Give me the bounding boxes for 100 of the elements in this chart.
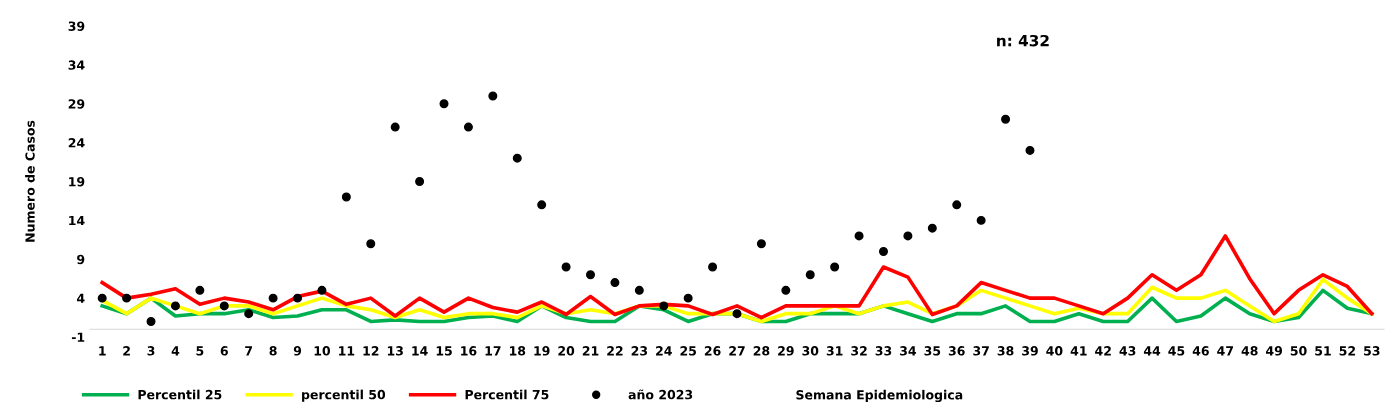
x-tick-label: 20 — [558, 346, 575, 356]
point — [830, 262, 840, 272]
point — [976, 215, 986, 225]
point — [683, 293, 693, 303]
x-tick-label: 50 — [1290, 346, 1307, 356]
point — [927, 223, 937, 233]
y-tick-label: 39 — [68, 21, 85, 31]
x-tick-label: 18 — [509, 346, 526, 356]
x-tick-label: 49 — [1266, 346, 1283, 356]
point — [781, 285, 791, 295]
point — [805, 270, 815, 280]
x-tick-label: 48 — [1241, 346, 1258, 356]
x-tick-label: 36 — [948, 346, 965, 356]
x-tick-label: 29 — [778, 346, 794, 356]
point — [708, 262, 718, 272]
x-axis-title: Semana Epidemiologica — [796, 389, 963, 403]
point — [415, 177, 425, 186]
point — [341, 192, 351, 202]
x-tick-label: 10 — [314, 346, 331, 356]
point — [512, 153, 522, 163]
x-tick-label: 6 — [220, 346, 228, 356]
point — [195, 285, 205, 295]
x-tick-label: 46 — [1192, 346, 1209, 356]
x-tick-label: 19 — [534, 346, 550, 356]
x-tick-label: 30 — [802, 346, 819, 356]
x-tick-label: 32 — [851, 346, 867, 356]
y-axis-title: Numero de Casos — [25, 120, 35, 242]
legend-label: año 2023 — [628, 389, 693, 400]
x-tick-label: 25 — [680, 346, 696, 356]
x-tick-label: 41 — [1070, 346, 1087, 356]
point — [366, 239, 376, 249]
x-tick-label: 15 — [436, 346, 452, 356]
x-tick-label: 22 — [607, 346, 623, 356]
point — [293, 293, 303, 303]
x-tick-label: 28 — [753, 346, 770, 356]
x-tick-label: 1 — [99, 346, 106, 356]
point — [390, 122, 400, 132]
point — [537, 200, 547, 210]
x-tick-label: 16 — [461, 346, 477, 356]
point — [244, 309, 254, 319]
point — [610, 278, 620, 288]
y-tick-label: 19 — [69, 176, 85, 187]
x-tick-label: 38 — [997, 346, 1014, 356]
point — [732, 309, 742, 319]
x-tick-label: 53 — [1364, 346, 1380, 356]
point — [659, 301, 669, 311]
y-tick-label: 4 — [77, 293, 85, 303]
y-tick-label: 14 — [69, 216, 85, 226]
x-tick-label: 8 — [269, 346, 277, 356]
point — [146, 316, 156, 326]
x-tick-label: 42 — [1095, 346, 1111, 356]
x-tick-label: 14 — [412, 346, 428, 356]
annotation: n: 432 — [997, 34, 1049, 47]
legend-label: Percentil 25 — [138, 389, 222, 400]
x-tick-label: 43 — [1119, 346, 1136, 356]
x-tick-label: 5 — [196, 346, 204, 356]
y-tick-label: 9 — [77, 254, 85, 265]
x-tick-label: 4 — [171, 346, 180, 356]
x-tick-label: 27 — [729, 346, 745, 356]
point — [561, 262, 571, 272]
point — [952, 200, 962, 210]
point — [488, 91, 498, 101]
point — [756, 239, 766, 249]
y-tick-label: 29 — [68, 99, 85, 109]
x-tick-label: 21 — [582, 346, 599, 356]
point — [586, 270, 596, 280]
x-tick-label: 51 — [1315, 346, 1331, 356]
x-tick-label: 44 — [1143, 346, 1161, 356]
x-tick-label: 12 — [363, 346, 379, 356]
x-tick-label: 7 — [245, 346, 253, 356]
x-tick-label: 37 — [973, 346, 989, 356]
legend-label: percentil 50 — [302, 389, 386, 402]
x-tick-label: 11 — [339, 346, 355, 356]
x-tick-label: 23 — [631, 346, 648, 356]
x-tick-label: 26 — [704, 346, 721, 356]
x-tick-label: 24 — [656, 346, 672, 356]
point — [463, 122, 473, 132]
point — [97, 293, 107, 303]
y-tick-label: 34 — [68, 60, 85, 70]
x-tick-label: 34 — [900, 346, 917, 356]
x-tick-label: 39 — [1022, 346, 1038, 356]
point — [1025, 145, 1035, 155]
x-tick-label: 9 — [293, 346, 302, 356]
line-series — [100, 234, 1374, 320]
point — [317, 285, 327, 295]
point — [1001, 114, 1011, 124]
x-tick-label: 17 — [485, 346, 501, 356]
x-tick-label: 13 — [387, 346, 403, 356]
x-tick-label: 45 — [1168, 346, 1185, 356]
x-tick-label: 3 — [147, 346, 155, 356]
x-tick-label: 35 — [924, 346, 941, 356]
point — [903, 231, 913, 241]
x-tick-label: 33 — [875, 346, 892, 356]
y-tick-label: 24 — [68, 138, 85, 148]
point — [268, 293, 278, 303]
point — [170, 301, 180, 311]
x-tick-label: 52 — [1339, 346, 1355, 356]
x-tick-label: 47 — [1217, 346, 1234, 356]
y-tick-label: -1 — [71, 332, 85, 342]
x-tick-label: 31 — [826, 346, 843, 356]
